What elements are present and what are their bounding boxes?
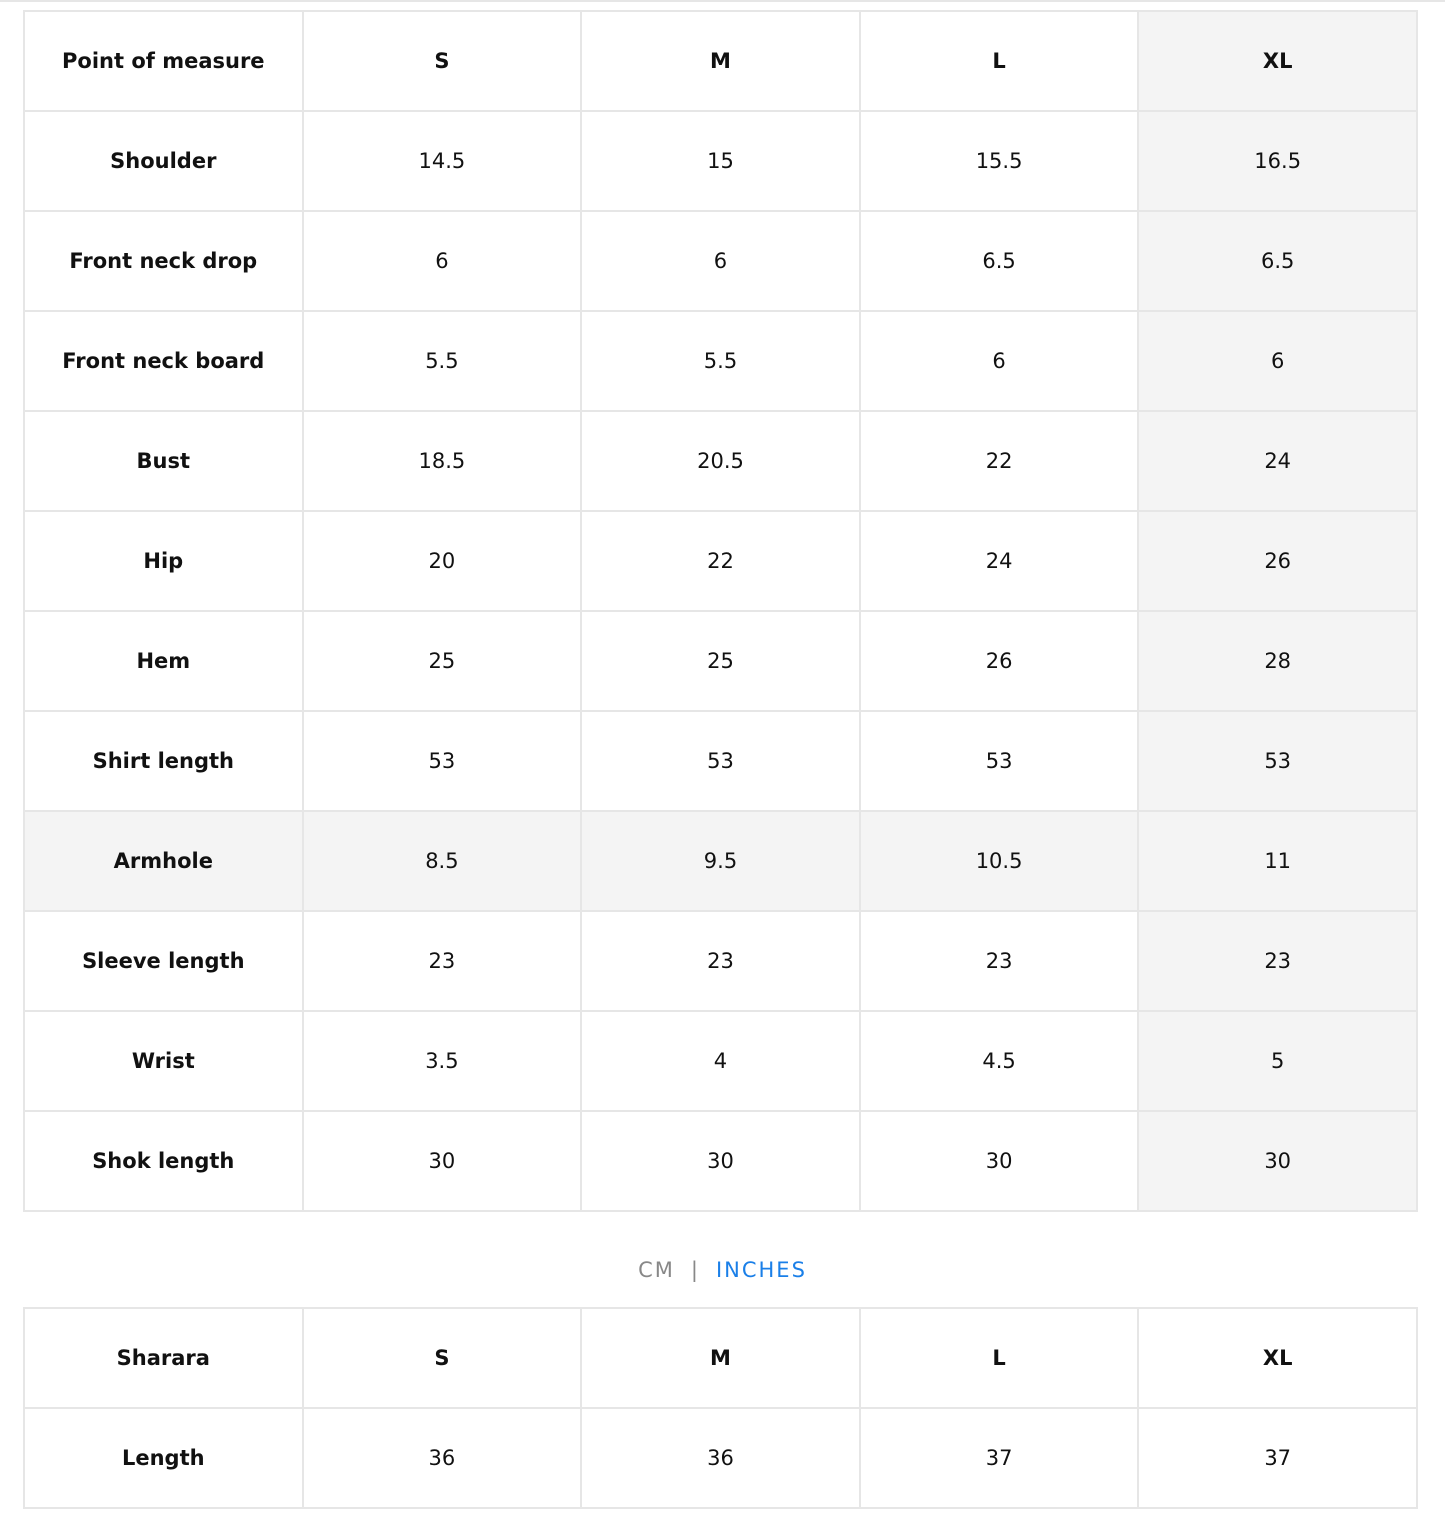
- column-header: S: [301, 1307, 583, 1409]
- table-cell: 25: [301, 610, 583, 712]
- unit-cm-button[interactable]: CM: [638, 1258, 675, 1282]
- row-label: Length: [23, 1407, 304, 1509]
- table-cell: 15.5: [858, 110, 1140, 212]
- table-cell: 6.5: [858, 210, 1140, 312]
- table-cell: 26: [858, 610, 1140, 712]
- table-row: Front neck board 5.5 5.5 6 6: [23, 310, 1418, 412]
- table-cell: 8.5: [301, 810, 583, 912]
- table-cell: 6: [858, 310, 1140, 412]
- table-cell: 23: [580, 910, 861, 1012]
- size-chart-table: Point of measure S M L XL Shoulder 14.5 15 15.5 1…: [23, 10, 1418, 1212]
- table-cell: 53: [858, 710, 1140, 812]
- column-header: XL: [1137, 10, 1418, 112]
- row-label: Shoulder: [23, 110, 304, 212]
- table-cell: 36: [301, 1407, 583, 1509]
- row-label: Front neck board: [23, 310, 304, 412]
- row-label: Hem: [23, 610, 304, 712]
- row-label: Bust: [23, 410, 304, 512]
- table-cell: 16.5: [1137, 110, 1418, 212]
- table-cell: 5.5: [301, 310, 583, 412]
- table-cell: 37: [858, 1407, 1140, 1509]
- table-cell: 6: [301, 210, 583, 312]
- table-cell: 20: [301, 510, 583, 612]
- table-cell: 22: [858, 410, 1140, 512]
- table-cell: 10.5: [858, 810, 1140, 912]
- table-cell: 23: [301, 910, 583, 1012]
- row-label: Sleeve length: [23, 910, 304, 1012]
- row-label: Wrist: [23, 1010, 304, 1112]
- column-header: M: [580, 10, 861, 112]
- table-cell: 18.5: [301, 410, 583, 512]
- top-divider: [0, 0, 1445, 2]
- table-cell: 37: [1137, 1407, 1418, 1509]
- table-cell: 26: [1137, 510, 1418, 612]
- table-cell: 25: [580, 610, 861, 712]
- table-cell: 30: [1137, 1110, 1418, 1212]
- table-row: Bust 18.5 20.5 22 24: [23, 410, 1418, 512]
- table-cell: 53: [580, 710, 861, 812]
- table-row: Sleeve length 23 23 23 23: [23, 910, 1418, 1012]
- table-cell: 23: [858, 910, 1140, 1012]
- table-cell: 30: [580, 1110, 861, 1212]
- column-header: XL: [1137, 1307, 1418, 1409]
- unit-inches-button[interactable]: INCHES: [715, 1258, 807, 1282]
- table-cell: 53: [1137, 710, 1418, 812]
- table-cell: 4: [580, 1010, 861, 1112]
- column-header: M: [580, 1307, 861, 1409]
- row-label: Shok length: [23, 1110, 304, 1212]
- table-cell: 22: [580, 510, 861, 612]
- table-cell: 9.5: [580, 810, 861, 912]
- table-cell: 23: [1137, 910, 1418, 1012]
- table-cell: 5: [1137, 1010, 1418, 1112]
- table-cell: 3.5: [301, 1010, 583, 1112]
- row-label: Shirt length: [23, 710, 304, 812]
- column-header: S: [301, 10, 583, 112]
- table-row: Shirt length 53 53 53 53: [23, 710, 1418, 812]
- table-cell: 24: [858, 510, 1140, 612]
- table-cell: 28: [1137, 610, 1418, 712]
- header-row: Sharara S M L XL: [23, 1307, 1418, 1409]
- table-row: Shoulder 14.5 15 15.5 16.5: [23, 110, 1418, 212]
- sharara-size-table: Sharara S M L XL Length 36 36 37 37: [23, 1307, 1418, 1509]
- header-row: Point of measure S M L XL: [23, 10, 1418, 112]
- table-cell: 6: [1137, 310, 1418, 412]
- row-label: Front neck drop: [23, 210, 304, 312]
- table-cell: 24: [1137, 410, 1418, 512]
- table-cell: 11: [1137, 810, 1418, 912]
- table-cell: 30: [858, 1110, 1140, 1212]
- table-cell: 53: [301, 710, 583, 812]
- column-header: L: [858, 10, 1140, 112]
- column-header: L: [858, 1307, 1140, 1409]
- table-cell: 5.5: [580, 310, 861, 412]
- table-row: Hip 20 22 24 26: [23, 510, 1418, 612]
- table-cell: 6: [580, 210, 861, 312]
- table-row: Hem 25 25 26 28: [23, 610, 1418, 712]
- table-cell: 4.5: [858, 1010, 1140, 1112]
- unit-toggle: CM | INCHES: [0, 1258, 1445, 1282]
- table-cell: 20.5: [580, 410, 861, 512]
- column-header: Point of measure: [23, 10, 304, 112]
- table-row: Front neck drop 6 6 6.5 6.5: [23, 210, 1418, 312]
- table-row: Armhole 8.5 9.5 10.5 11: [23, 810, 1418, 912]
- column-header: Sharara: [23, 1307, 304, 1409]
- row-label: Hip: [23, 510, 304, 612]
- table-cell: 14.5: [301, 110, 583, 212]
- table-cell: 15: [580, 110, 861, 212]
- table-row: Length 36 36 37 37: [23, 1407, 1418, 1509]
- table-cell: 30: [301, 1110, 583, 1212]
- table-cell: 6.5: [1137, 210, 1418, 312]
- table-row: Wrist 3.5 4 4.5 5: [23, 1010, 1418, 1112]
- row-label: Armhole: [23, 810, 304, 912]
- unit-separator: |: [690, 1258, 700, 1282]
- table-row: Shok length 30 30 30 30: [23, 1110, 1418, 1212]
- table-cell: 36: [580, 1407, 861, 1509]
